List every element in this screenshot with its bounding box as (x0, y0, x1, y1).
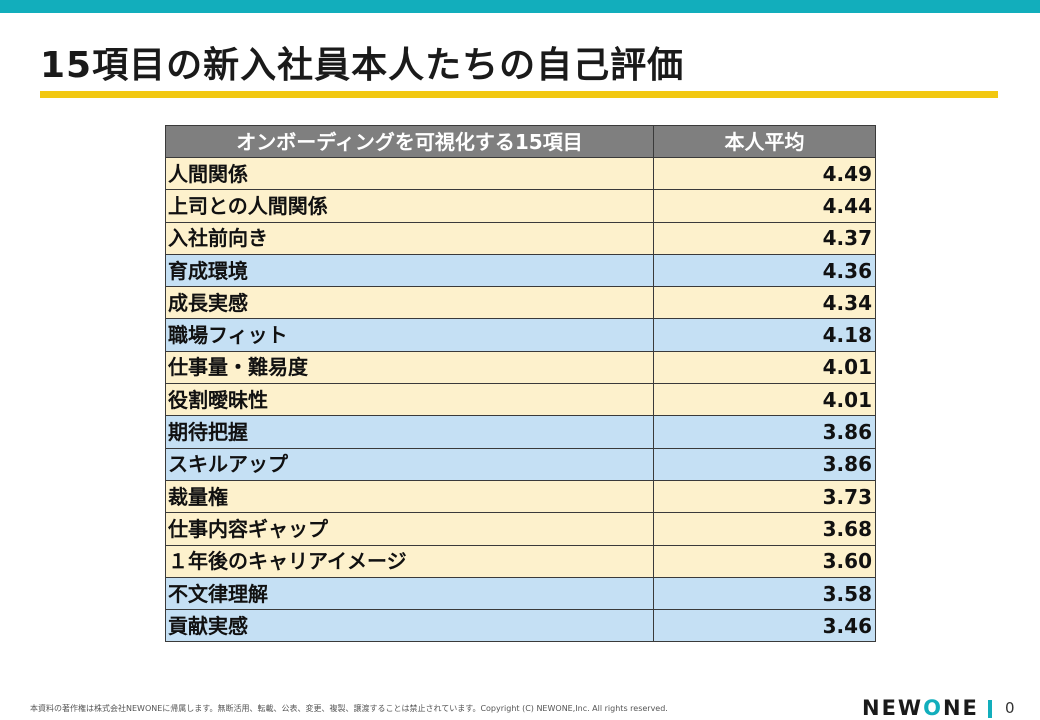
copyright-note: 本資料の著作権は株式会社NEWONEに帰属します。無断活用、転載、公表、変更、複… (30, 704, 668, 713)
row-average-value: 3.58 (653, 576, 876, 611)
page-number: 0 (1005, 699, 1015, 717)
table-row: 仕事量・難易度 4.01 (165, 350, 876, 385)
table-row: １年後のキャリアイメージ 3.60 (165, 544, 876, 578)
table-row: 仕事内容ギャップ 3.68 (165, 512, 876, 546)
table-row: 期待把握 3.86 (165, 415, 876, 449)
row-average-value: 3.73 (653, 479, 876, 514)
row-average-value: 3.86 (653, 415, 876, 449)
table-row: 貢献実感 3.46 (165, 609, 876, 643)
row-average-value: 4.36 (653, 253, 876, 288)
row-item-label: 貢献実感 (165, 609, 654, 643)
row-average-value: 4.34 (653, 286, 876, 320)
table-row: 上司との人間関係 4.44 (165, 189, 876, 223)
top-accent-bar (0, 0, 1040, 13)
row-average-value: 4.01 (653, 383, 876, 417)
row-item-label: スキルアップ (165, 447, 654, 481)
column-header-average: 本人平均 (653, 125, 876, 158)
table-row: 不文律理解 3.58 (165, 576, 876, 611)
row-average-value: 3.46 (653, 609, 876, 643)
table-row: 職場フィット 4.18 (165, 318, 876, 352)
row-item-label: 成長実感 (165, 286, 654, 320)
row-item-label: 期待把握 (165, 415, 654, 449)
table-row: 裁量権 3.73 (165, 479, 876, 514)
page-title: 15項目の新入社員本人たちの自己評価 (40, 45, 685, 86)
row-item-label: 仕事量・難易度 (165, 350, 654, 385)
table-row: 成長実感 4.34 (165, 286, 876, 320)
row-average-value: 3.68 (653, 512, 876, 546)
row-item-label: １年後のキャリアイメージ (165, 544, 654, 578)
row-item-label: 入社前向き (165, 221, 654, 255)
row-average-value: 3.86 (653, 447, 876, 481)
row-item-label: 裁量権 (165, 479, 654, 514)
row-item-label: 育成環境 (165, 253, 654, 288)
row-average-value: 4.18 (653, 318, 876, 352)
row-average-value: 4.37 (653, 221, 876, 255)
row-item-label: 職場フィット (165, 318, 654, 352)
logo-text-prefix: NEW (862, 696, 924, 720)
newone-logo: NEWONE (862, 696, 979, 720)
logo-o-mark: O (923, 696, 943, 720)
row-average-value: 4.49 (653, 156, 876, 191)
evaluation-table: オンボーディングを可視化する15項目 本人平均 人間関係 4.49 上司との人間関係… (165, 125, 876, 643)
table-row: スキルアップ 3.86 (165, 447, 876, 481)
row-average-value: 4.01 (653, 350, 876, 385)
logo-divider (988, 700, 992, 718)
row-item-label: 役割曖昧性 (165, 383, 654, 417)
row-average-value: 4.44 (653, 189, 876, 223)
title-underline (40, 91, 998, 98)
logo-text-suffix: NE (942, 696, 979, 720)
row-item-label: 仕事内容ギャップ (165, 512, 654, 546)
row-average-value: 3.60 (653, 544, 876, 578)
column-header-item: オンボーディングを可視化する15項目 (165, 125, 654, 158)
row-item-label: 人間関係 (165, 156, 654, 191)
table-header-row: オンボーディングを可視化する15項目 本人平均 (165, 125, 876, 158)
table-body: 人間関係 4.49 上司との人間関係 4.44 入社前向き 4.37 育成環境 4.36 成長実… (165, 156, 876, 643)
table-row: 役割曖昧性 4.01 (165, 383, 876, 417)
row-item-label: 不文律理解 (165, 576, 654, 611)
table-row: 人間関係 4.49 (165, 156, 876, 191)
table-row: 入社前向き 4.37 (165, 221, 876, 255)
table-row: 育成環境 4.36 (165, 253, 876, 288)
row-item-label: 上司との人間関係 (165, 189, 654, 223)
